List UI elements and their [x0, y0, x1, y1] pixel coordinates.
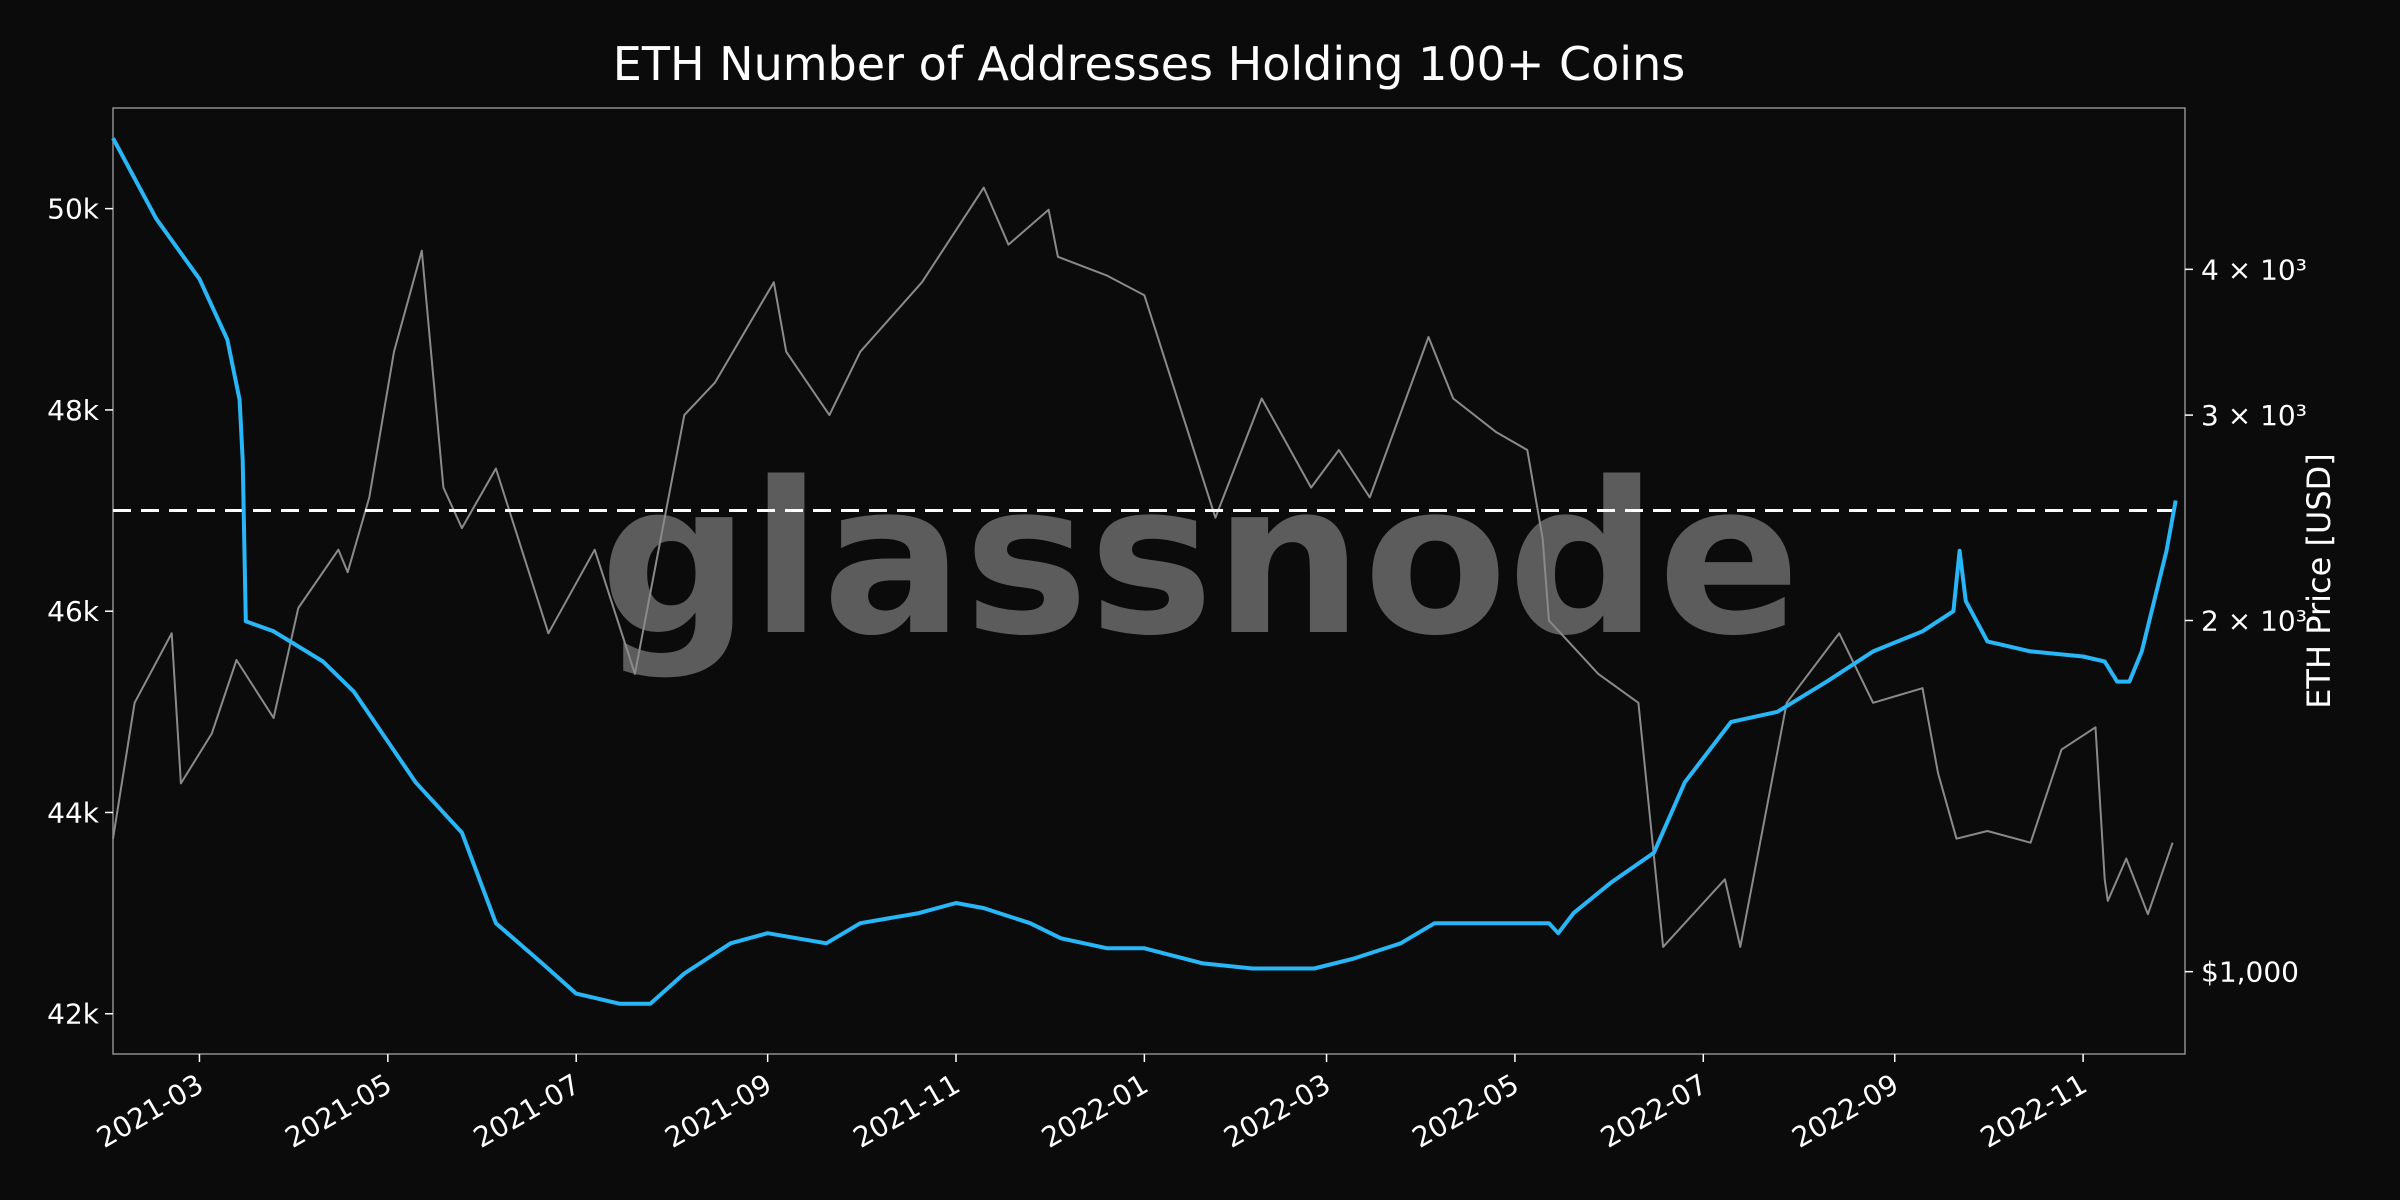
left-tick-label: 44k — [47, 796, 100, 829]
left-tick-label: 46k — [47, 595, 100, 628]
right-tick-label: 4 × 10³ — [2201, 253, 2307, 286]
right-tick-label: 3 × 10³ — [2201, 399, 2307, 432]
right-tick-label: 2 × 10³ — [2201, 605, 2307, 638]
addresses-line — [111, 137, 2178, 1006]
left-tick-label: 42k — [47, 998, 100, 1031]
left-tick-label: 48k — [47, 394, 100, 427]
eth-price-line — [112, 186, 2174, 948]
left-axis: 42k 44k 46k 48k 50k — [47, 193, 113, 1031]
right-axis-label: ETH Price [USD] — [2300, 453, 2338, 709]
right-tick-label: $1,000 — [2201, 956, 2299, 989]
chart-title: ETH Number of Addresses Holding 100+ Coi… — [613, 37, 1685, 91]
left-tick-label: 50k — [47, 193, 100, 226]
eth-price-series — [112, 186, 2174, 948]
plot-area — [112, 107, 2186, 1055]
right-axis: $1,000 2 × 10³ 3 × 10³ 4 × 10³ — [2185, 253, 2307, 989]
watermark: glassnode — [600, 437, 1801, 682]
addresses-series — [111, 137, 2178, 1006]
